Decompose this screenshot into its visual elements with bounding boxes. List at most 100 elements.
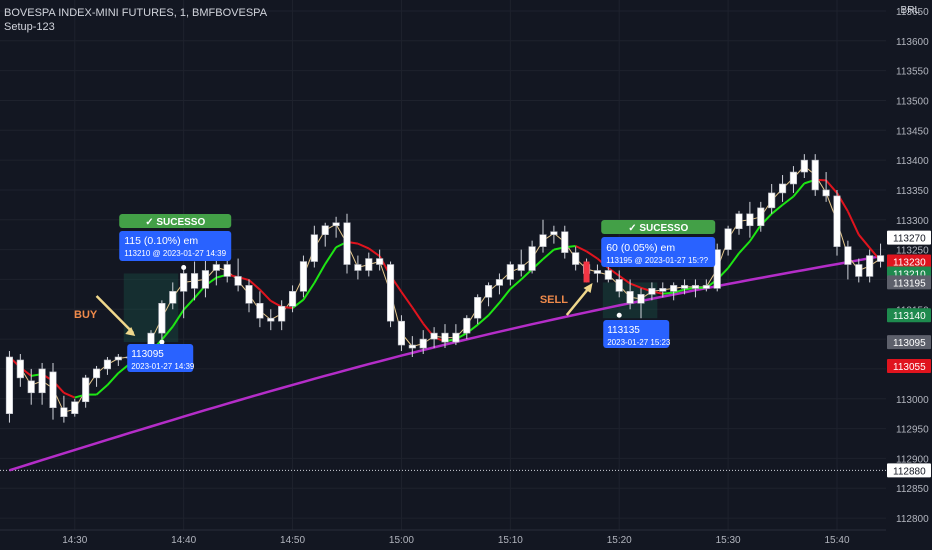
- candle-body: [593, 270, 602, 274]
- candle-body: [408, 344, 416, 349]
- candle-body: [114, 356, 122, 361]
- candle-body: [38, 368, 46, 394]
- candle-body: [103, 359, 112, 370]
- signal-line-down: [825, 179, 838, 194]
- candle-body: [833, 195, 841, 247]
- candle-body: [855, 264, 863, 277]
- signal-line-up: [171, 309, 185, 328]
- candle-body: [517, 264, 525, 271]
- signal-line-up: [781, 195, 795, 206]
- price-tick-label: 113650: [896, 7, 929, 18]
- candle-body: [376, 258, 384, 265]
- price-axis[interactable]: 1128001128501129001129501130001130501131…: [886, 0, 932, 550]
- signal-line-up: [106, 372, 120, 386]
- signal-line-up: [727, 252, 740, 269]
- candle-body: [637, 294, 645, 304]
- signal-line-down: [858, 234, 871, 249]
- candle-body: [430, 332, 438, 340]
- trade-annotations: ✓ SUCESSO 115 (0.10%) em 113210 @ 2023-01-…: [74, 214, 716, 372]
- candles: [5, 154, 885, 423]
- price-tick-label: 113350: [896, 186, 929, 197]
- signal-line-up: [324, 246, 337, 265]
- signal-line-down: [618, 275, 631, 285]
- exit-result-text: 115 (0.10%) em: [124, 235, 198, 247]
- price-tick-label: 113400: [896, 156, 929, 167]
- candle-body: [27, 380, 35, 394]
- signal-line-down: [575, 245, 587, 253]
- signal-line-up: [673, 288, 685, 294]
- signal-candle: [583, 261, 590, 283]
- candle-body: [746, 213, 754, 227]
- candle-body: [16, 359, 24, 379]
- symbol-title[interactable]: BOVESPA INDEX-MINI FUTURES, 1, BMFBOVESP…: [4, 7, 268, 19]
- time-tick-label: 14:40: [171, 535, 196, 546]
- price-label-text: 113270: [893, 234, 926, 245]
- candle-body: [452, 332, 460, 343]
- entry-marker: [159, 339, 165, 345]
- candle-body: [71, 401, 79, 414]
- candle-body: [201, 270, 210, 289]
- price-tick-label: 113600: [896, 37, 929, 48]
- candle-body: [550, 231, 558, 235]
- candle-body: [604, 270, 612, 280]
- candle-body: [267, 317, 275, 322]
- price-label-text: 113230: [893, 258, 926, 269]
- price-label-tag: [887, 308, 931, 323]
- candle-body: [528, 246, 536, 271]
- candle-body: [397, 320, 406, 346]
- price-label-tag: [887, 335, 931, 350]
- candle-body: [506, 264, 514, 280]
- candle-body: [768, 192, 776, 209]
- exit-info-box: [601, 237, 716, 267]
- signal-line-down: [248, 279, 261, 291]
- candle-body: [713, 249, 721, 289]
- sell-arrow-icon: [565, 285, 592, 316]
- time-tick-label: 15:30: [716, 535, 741, 546]
- candle-body: [245, 285, 253, 304]
- entry-time-text: 2023-01-27 15:23: [607, 338, 671, 347]
- candle-body: [5, 356, 14, 414]
- candle-body: [876, 255, 885, 262]
- time-tick-label: 15:20: [607, 535, 632, 546]
- price-label-tag: [887, 358, 931, 373]
- candle-body: [659, 288, 667, 292]
- signal-line-up: [662, 291, 674, 295]
- signal-line-down: [586, 250, 598, 260]
- candle-body: [670, 285, 678, 292]
- candle-body: [615, 279, 623, 292]
- candle-body: [778, 183, 787, 194]
- price-label-tag: [887, 275, 931, 290]
- candle-body: [386, 264, 395, 322]
- indicator-name[interactable]: Setup-123: [4, 21, 55, 33]
- candle-body: [158, 302, 166, 334]
- signal-line-up: [738, 240, 751, 254]
- signal-line-down: [411, 306, 425, 325]
- candle-body: [256, 302, 264, 319]
- candle-body: [332, 222, 340, 227]
- entry-info-box: [603, 320, 670, 348]
- candle-body: [441, 332, 449, 343]
- time-axis[interactable]: 14:30 14:40 14:50 15:00 15:10 15:20 15:30 15:40: [0, 529, 932, 550]
- candle-body: [844, 246, 852, 265]
- candle-body: [212, 264, 220, 271]
- entry-marker: [616, 312, 622, 318]
- candle-body: [680, 285, 689, 289]
- currency-label: BRL: [900, 5, 920, 16]
- signal-line-up: [542, 248, 555, 260]
- exit-result-text: 60 (0.05%) em: [606, 242, 675, 254]
- signal-line-down: [63, 391, 76, 399]
- price-label-text: 113195: [893, 278, 926, 289]
- candle-body: [572, 252, 580, 265]
- signal-line-up: [477, 314, 490, 326]
- candle-body: [234, 276, 242, 286]
- candle-body: [484, 285, 493, 298]
- signal-line-up: [509, 278, 522, 290]
- candle-body: [299, 261, 308, 292]
- time-tick-label: 15:40: [824, 535, 849, 546]
- candle-body: [419, 338, 427, 349]
- candle-body: [626, 291, 634, 304]
- exit-marker: [181, 265, 187, 270]
- signal-line-up: [313, 263, 327, 284]
- candle-body: [49, 371, 57, 408]
